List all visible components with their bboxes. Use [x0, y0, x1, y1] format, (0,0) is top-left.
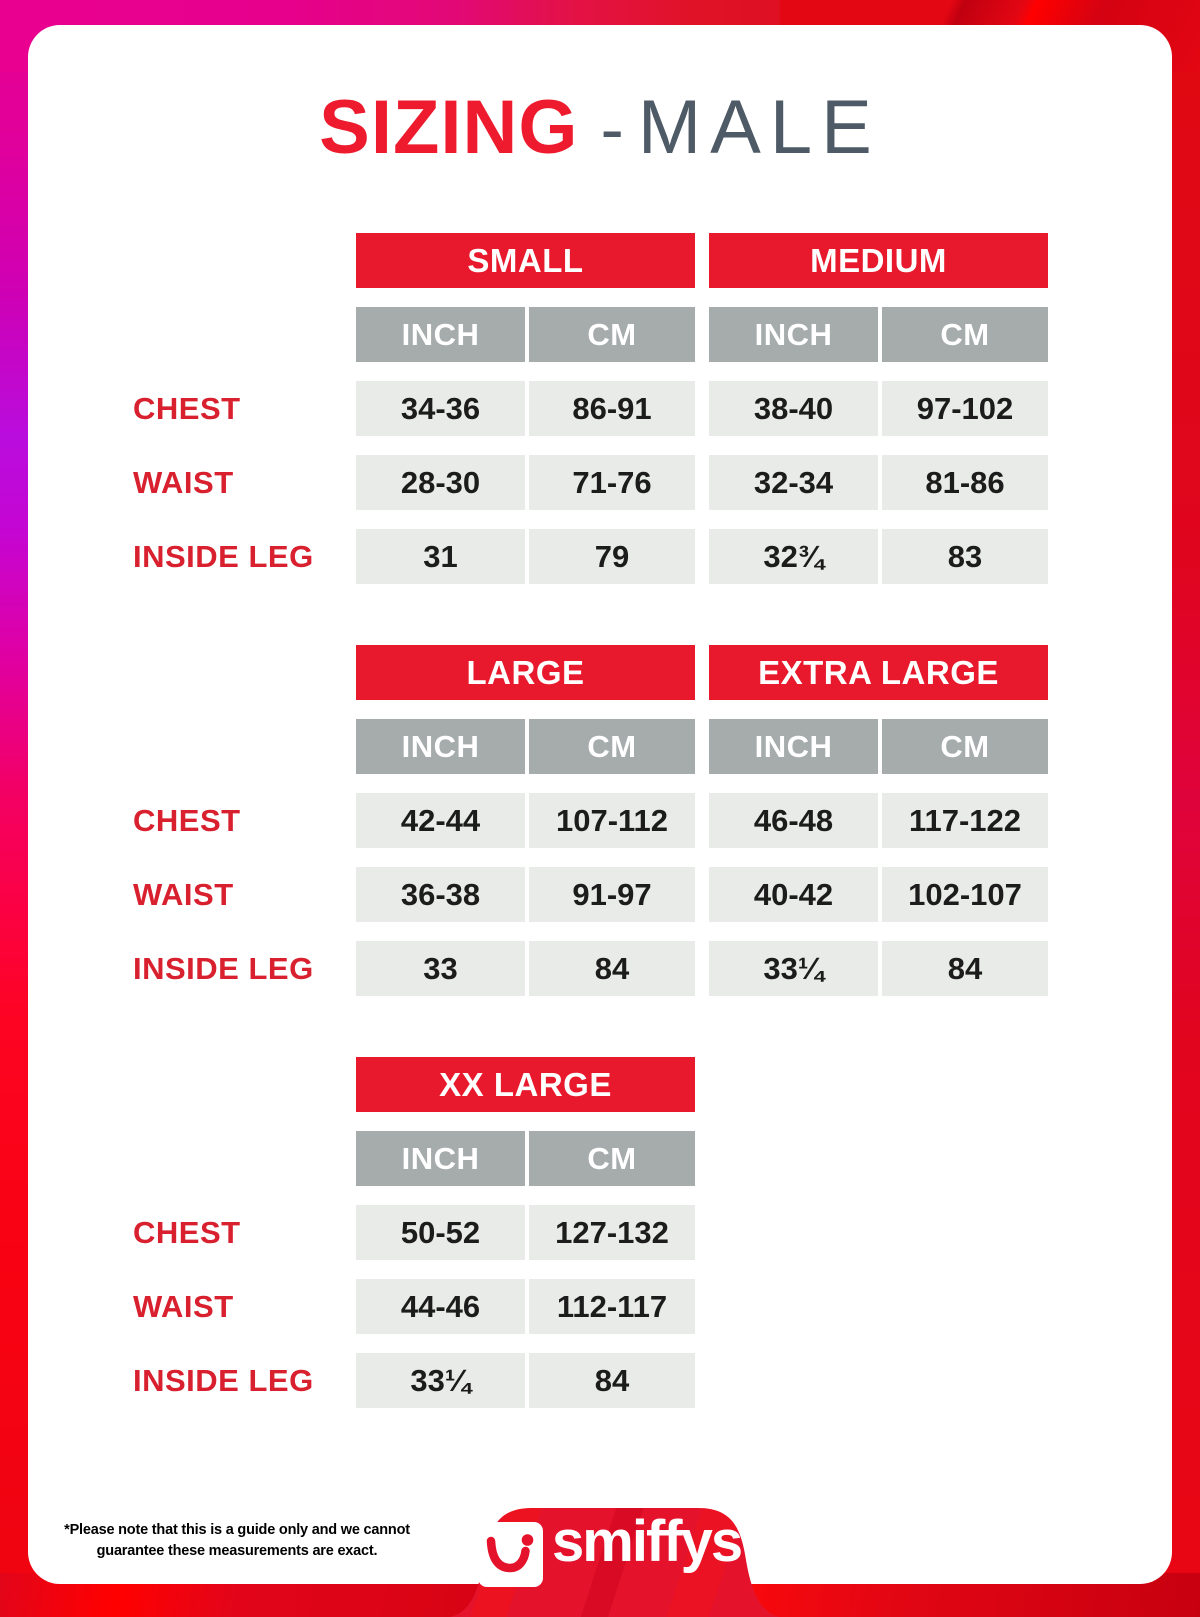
unit-header-inch: INCH [356, 1131, 525, 1186]
brand-badge: smiffys TM [450, 1500, 780, 1617]
size-header-medium: MEDIUM [709, 233, 1048, 288]
row-label-waist: WAIST [133, 876, 234, 912]
value-cell: 84 [878, 941, 1048, 996]
row-label-waist: WAIST [133, 464, 234, 500]
row-label-chest: CHEST [133, 390, 241, 426]
size-table-large-xlarge: LARGE EXTRA LARGE INCH CM INCH CM CHEST … [133, 645, 1048, 996]
disclaimer-line-2: guarantee these measurements are exact. [96, 1543, 378, 1559]
disclaimer-note: *Please note that this is a guide only a… [47, 1520, 427, 1562]
smiffys-logo-mark [478, 1522, 543, 1587]
value-cell: 44-46 [356, 1279, 525, 1334]
unit-header-cm: CM [525, 1131, 695, 1186]
value-cell: 127-132 [525, 1205, 695, 1260]
value-cell: 28-30 [356, 455, 525, 510]
title-male: MALE [637, 85, 881, 170]
row-label-inside-leg: INSIDE LEG [133, 950, 314, 986]
size-header-xx-large: XX LARGE [356, 1057, 695, 1112]
title-sizing: SIZING [319, 85, 579, 170]
unit-header-inch: INCH [356, 307, 525, 362]
brand-name: smiffys [552, 1509, 743, 1574]
smiley-icon [486, 1534, 534, 1573]
value-cell: 50-52 [356, 1205, 525, 1260]
value-cell: 32¾ [709, 529, 878, 584]
size-header-extra-large: EXTRA LARGE [709, 645, 1048, 700]
value-cell: 33 [356, 941, 525, 996]
value-cell: 31 [356, 529, 525, 584]
value-cell: 71-76 [525, 455, 695, 510]
unit-header-cm: CM [525, 719, 695, 774]
brand-wordmark: smiffys TM [552, 1508, 762, 1575]
size-table-small-medium: SMALL MEDIUM INCH CM INCH CM CHEST 34-36… [133, 233, 1048, 584]
unit-header-cm: CM [878, 719, 1048, 774]
value-cell: 81-86 [878, 455, 1048, 510]
value-cell: 38-40 [709, 381, 878, 436]
value-cell: 91-97 [525, 867, 695, 922]
value-cell: 112-117 [525, 1279, 695, 1334]
value-cell: 36-38 [356, 867, 525, 922]
value-cell: 97-102 [878, 381, 1048, 436]
size-header-small: SMALL [356, 233, 695, 288]
unit-header-cm: CM [878, 307, 1048, 362]
unit-header-inch: INCH [356, 719, 525, 774]
value-cell: 79 [525, 529, 695, 584]
value-cell: 117-122 [878, 793, 1048, 848]
size-table-xxlarge: XX LARGE INCH CM CHEST 50-52 127-132 WAI… [133, 1057, 1048, 1408]
value-cell: 46-48 [709, 793, 878, 848]
unit-header-inch: INCH [709, 719, 878, 774]
value-cell: 107-112 [525, 793, 695, 848]
value-cell: 32-34 [709, 455, 878, 510]
value-cell: 42-44 [356, 793, 525, 848]
row-label-chest: CHEST [133, 802, 241, 838]
unit-header-inch: INCH [709, 307, 878, 362]
value-cell: 84 [525, 1353, 695, 1408]
value-cell: 84 [525, 941, 695, 996]
value-cell: 102-107 [878, 867, 1048, 922]
value-cell: 86-91 [525, 381, 695, 436]
disclaimer-line-1: *Please note that this is a guide only a… [64, 1522, 410, 1538]
trademark-symbol: TM [743, 1511, 762, 1526]
value-cell: 33¼ [709, 941, 878, 996]
page-title: SIZING - MALE [0, 84, 1200, 171]
title-dash: - [600, 90, 624, 168]
value-cell: 83 [878, 529, 1048, 584]
row-label-waist: WAIST [133, 1288, 234, 1324]
value-cell: 33¼ [356, 1353, 525, 1408]
value-cell: 34-36 [356, 381, 525, 436]
size-header-large: LARGE [356, 645, 695, 700]
value-cell: 40-42 [709, 867, 878, 922]
row-label-inside-leg: INSIDE LEG [133, 1362, 314, 1398]
unit-header-cm: CM [525, 307, 695, 362]
row-label-chest: CHEST [133, 1214, 241, 1250]
row-label-inside-leg: INSIDE LEG [133, 538, 314, 574]
